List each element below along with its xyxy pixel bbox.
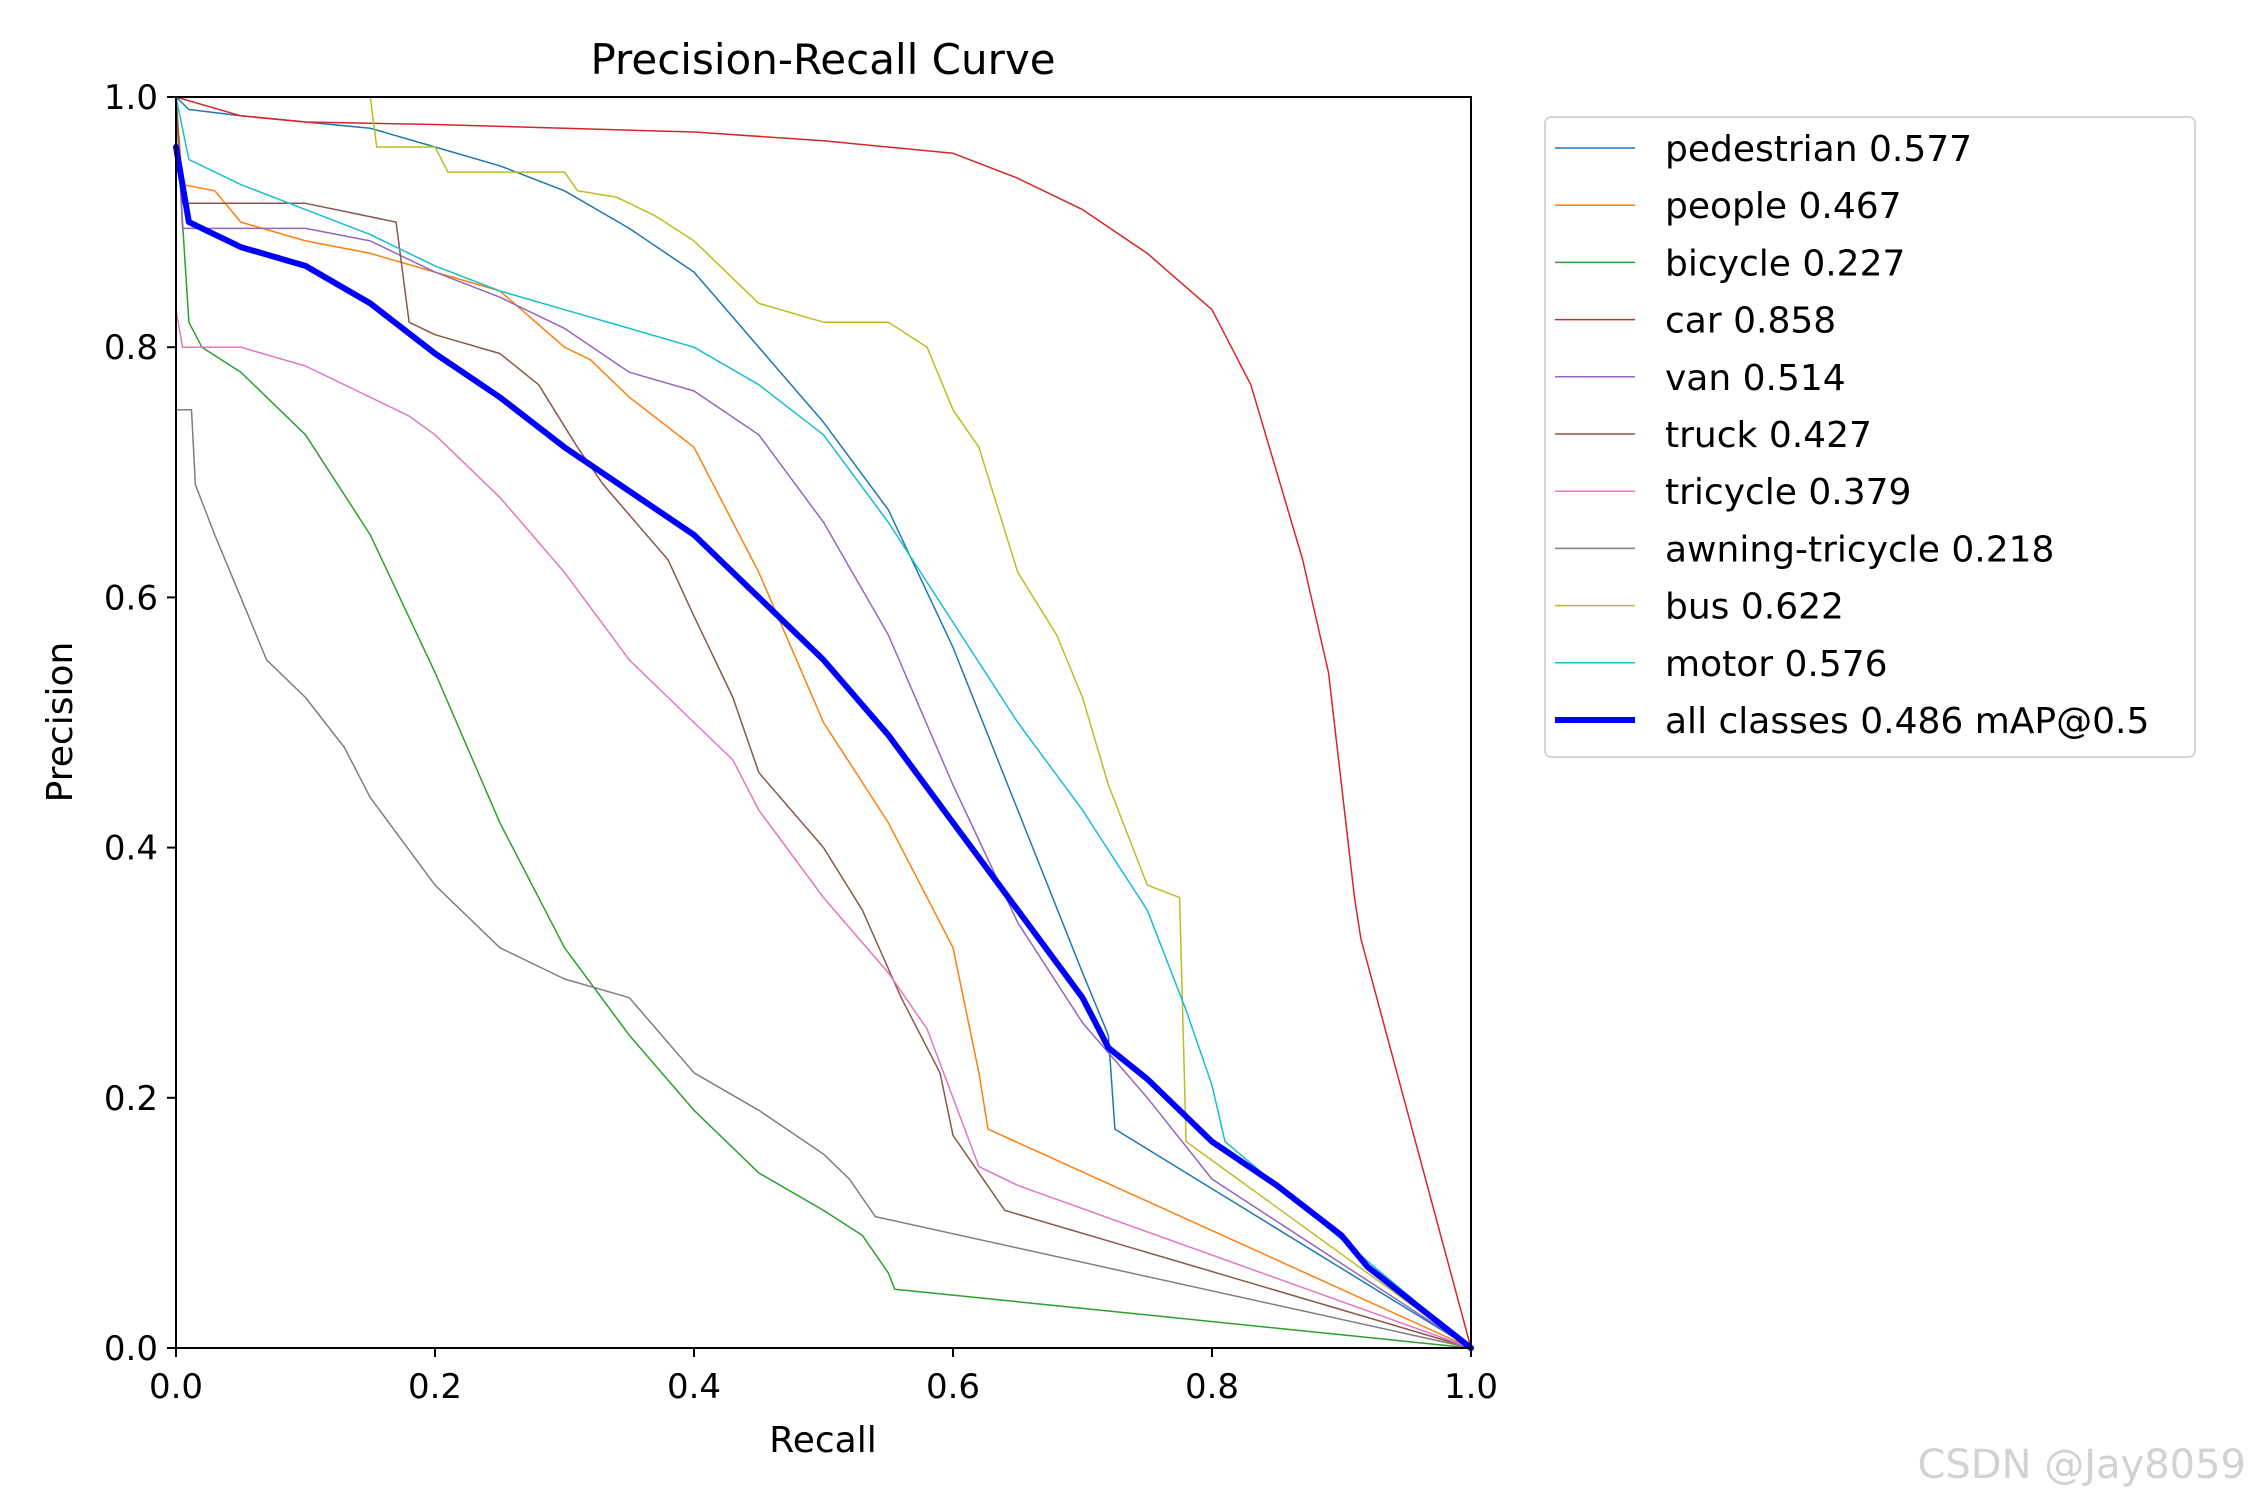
x-tick-label: 1.0 <box>1444 1367 1498 1407</box>
x-tick-label: 0.2 <box>408 1367 462 1407</box>
x-axis-ticks: 0.0 0.2 0.4 0.6 0.8 1.0 <box>149 1348 1498 1407</box>
x-axis-label: Recall <box>769 1420 876 1461</box>
series-line-bus <box>175 96 1472 1349</box>
legend-label: awning-tricycle 0.218 <box>1665 529 2054 570</box>
y-axis-label: Precision <box>40 642 81 803</box>
legend-label: car 0.858 <box>1665 301 1836 342</box>
legend-label: all classes 0.486 mAP@0.5 <box>1665 701 2149 742</box>
legend-frame <box>1544 116 2196 758</box>
y-tick-label: 0.8 <box>104 328 158 368</box>
series-line-awning-tricycle <box>175 409 1472 1349</box>
y-tick-label: 0.6 <box>104 578 158 618</box>
legend-label: van 0.514 <box>1665 358 1846 399</box>
x-tick-label: 0.0 <box>149 1367 203 1407</box>
legend-label: tricycle 0.379 <box>1665 472 1911 513</box>
watermark: CSDN @Jay8059 <box>1917 1442 2246 1488</box>
legend-label: truck 0.427 <box>1665 415 1872 456</box>
x-tick-label: 0.4 <box>667 1367 721 1407</box>
series-line-tricycle <box>175 308 1472 1349</box>
y-tick-label: 0.2 <box>104 1079 158 1119</box>
series-line-truck <box>175 96 1472 1349</box>
y-tick-label: 0.4 <box>104 829 158 869</box>
x-tick-label: 0.6 <box>926 1367 980 1407</box>
series-line-bicycle <box>175 96 1472 1349</box>
series-line-van <box>175 96 1472 1349</box>
series-layer <box>173 96 1474 1351</box>
legend-label: bus 0.622 <box>1665 587 1844 628</box>
legend-label: bicycle 0.227 <box>1665 243 1905 284</box>
y-axis-ticks: 0.0 0.2 0.4 0.6 0.8 1.0 <box>104 78 176 1369</box>
x-tick-label: 0.8 <box>1185 1367 1239 1407</box>
series-line-people <box>175 96 1472 1349</box>
legend-label: people 0.467 <box>1665 186 1902 227</box>
legend-label: motor 0.576 <box>1665 644 1888 685</box>
series-line-all-classes <box>173 144 1474 1351</box>
legend: pedestrian 0.577 people 0.467 bicycle 0.22… <box>1544 116 2196 758</box>
legend-label: pedestrian 0.577 <box>1665 129 1972 170</box>
series-line-motor <box>175 96 1472 1349</box>
y-tick-label: 0.0 <box>104 1329 158 1369</box>
series-line-car <box>175 96 1472 1349</box>
plot-frame <box>175 96 1472 1349</box>
chart-title: Precision-Recall Curve <box>590 35 1055 84</box>
y-tick-label: 1.0 <box>104 78 158 118</box>
